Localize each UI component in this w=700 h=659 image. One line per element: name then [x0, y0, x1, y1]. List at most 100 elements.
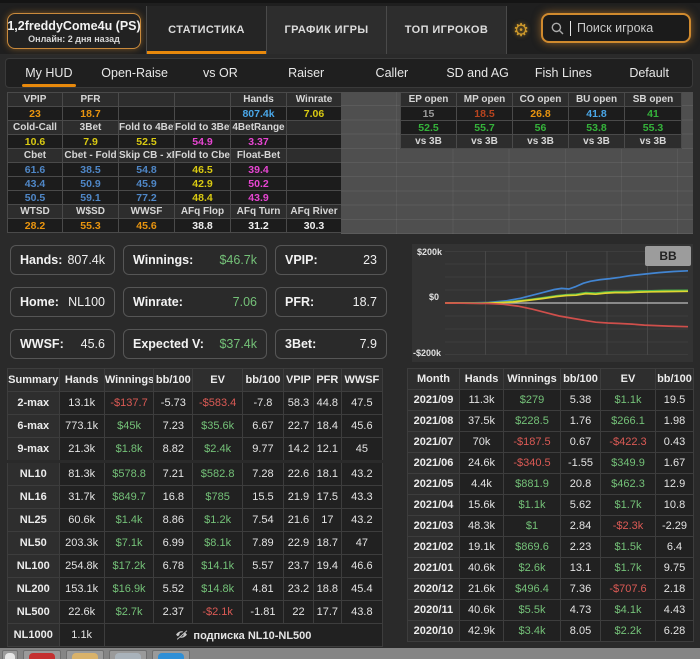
- cell: 23.2: [284, 578, 314, 601]
- header-cell: NL100: [8, 555, 60, 578]
- header-cell: VPIP: [284, 369, 314, 392]
- cell: $17.2k: [104, 555, 153, 578]
- y-axis-label-bottom: -$200k: [413, 348, 441, 358]
- cell: 7.23: [154, 415, 193, 438]
- cell: 2.23: [561, 537, 601, 558]
- header-cell: Fold to 4Bet: [119, 121, 175, 135]
- header-cell: 2021/01: [408, 558, 460, 579]
- cell: 23.7: [284, 555, 314, 578]
- cell: -$422.3: [601, 432, 656, 453]
- stat-card-home: Home:NL100: [10, 287, 115, 317]
- cell: 5.38: [561, 390, 601, 411]
- header-cell: bb/100: [242, 369, 283, 392]
- tab-график-игры[interactable]: ГРАФИК ИГРЫ: [267, 6, 387, 54]
- cell: 7.89: [242, 532, 283, 555]
- table-row: MonthHandsWinningsbb/100EVbb/100: [408, 369, 694, 390]
- cell: 18.7: [313, 532, 341, 555]
- cell: $1.8k: [104, 438, 153, 462]
- header-cell: 2021/07: [408, 432, 460, 453]
- header-cell: EV: [601, 369, 656, 390]
- header-cell: 3Bet: [63, 121, 119, 135]
- cell: 46.6: [341, 555, 382, 578]
- blue-app-icon: [158, 653, 184, 659]
- header-cell: WWSF: [119, 205, 175, 219]
- taskbar-button[interactable]: [66, 650, 104, 659]
- subtab-default[interactable]: Default: [606, 59, 692, 87]
- cell: $45k: [104, 415, 153, 438]
- table-row: 2021/0219.1k$869.62.23$1.5k6.4: [408, 537, 694, 558]
- cell: [287, 163, 342, 177]
- table-row: 28.255.345.638.831.230.3: [8, 219, 342, 233]
- cell: -1.81: [242, 601, 283, 624]
- player-name: 1,2freddyCome4u (PS): [7, 19, 140, 33]
- header-cell: 2020/10: [408, 621, 460, 642]
- cell: 6.78: [154, 555, 193, 578]
- cell: 17.7: [313, 601, 341, 624]
- subtab-my-hud[interactable]: My HUD: [6, 59, 92, 87]
- cell: 0.67: [561, 432, 601, 453]
- subtab-raiser[interactable]: Raiser: [263, 59, 349, 87]
- table-row: 2021/0624.6k-$340.5-1.55$349.91.67: [408, 453, 694, 474]
- table-row: 2021/0140.6k$2.6k13.1$1.7k9.75: [408, 558, 694, 579]
- cell: -$340.5: [504, 453, 561, 474]
- tab-статистика[interactable]: СТАТИСТИКА: [146, 6, 267, 54]
- cell: 8.82: [154, 438, 193, 462]
- cell: $279: [504, 390, 561, 411]
- cell: 59.1: [63, 191, 119, 205]
- y-axis-label-top: $200k: [417, 247, 442, 257]
- subtab-sd-and-ag[interactable]: SD and AG: [435, 59, 521, 87]
- header-cell: 2021/04: [408, 495, 460, 516]
- tab-топ-игроков[interactable]: ТОП ИГРОКОВ: [387, 6, 507, 54]
- header-cell: bb/100: [656, 369, 694, 390]
- cell: 5.62: [561, 495, 601, 516]
- cell: $849.7: [104, 486, 153, 509]
- cell: $1.1k: [601, 390, 656, 411]
- cell: 254.8k: [59, 555, 104, 578]
- taskbar-button[interactable]: [2, 650, 18, 659]
- cell: 153.1k: [59, 578, 104, 601]
- subtab-vs-or[interactable]: vs OR: [178, 59, 264, 87]
- header-cell: Hands: [460, 369, 504, 390]
- table-row: Cold-Call3BetFold to 4BetFold to 3Bet4Be…: [8, 121, 342, 135]
- cell: -2.29: [656, 516, 694, 537]
- cell: $578.8: [104, 462, 153, 486]
- header-cell: NL16: [8, 486, 60, 509]
- subtab-fish-lines[interactable]: Fish Lines: [521, 59, 607, 87]
- table-row: 50.559.177.248.443.9: [8, 191, 342, 205]
- cell: 45.4: [341, 578, 382, 601]
- header-cell: Fold to 3Bet: [175, 121, 231, 135]
- taskbar-button[interactable]: [152, 650, 190, 659]
- header-cell: 2020/12: [408, 579, 460, 600]
- cell: 37.5k: [460, 411, 504, 432]
- cell: 52.5: [401, 121, 457, 135]
- player-online-status: Онлайн: 2 дня назад: [28, 34, 120, 44]
- cell: 19.1k: [460, 537, 504, 558]
- cell: 15.5: [242, 486, 283, 509]
- cell: $1.4k: [104, 509, 153, 532]
- subtab-open-raise[interactable]: Open-Raise: [92, 59, 178, 87]
- player-info-box[interactable]: 1,2freddyCome4u (PS) Онлайн: 2 дня назад: [7, 13, 141, 49]
- cell: $1.1k: [504, 495, 561, 516]
- text-cursor: [570, 21, 571, 36]
- taskbar-button[interactable]: [109, 650, 147, 659]
- search-box[interactable]: [541, 13, 691, 43]
- taskbar-button[interactable]: [23, 650, 61, 659]
- settings-gear-icon[interactable]: ⚙: [513, 21, 529, 39]
- subtab-caller[interactable]: Caller: [349, 59, 435, 87]
- header-cell: Winrate: [287, 93, 342, 107]
- cell: 7.21: [154, 462, 193, 486]
- table-row: 6-max773.1k$45k7.23$35.6k6.6722.718.445.…: [8, 415, 383, 438]
- cell: 38.8: [175, 219, 231, 233]
- stat-card-vpip: VPIP:23: [275, 245, 387, 275]
- cell: 43.4: [8, 177, 63, 191]
- cell: 7.28: [242, 462, 283, 486]
- bb-toggle-button[interactable]: BB: [645, 246, 691, 266]
- search-input[interactable]: [577, 21, 681, 35]
- cell: 45: [341, 438, 382, 462]
- cell: 17: [313, 509, 341, 532]
- cell: 1.1k: [59, 624, 104, 647]
- table-row: 43.450.945.942.950.2: [8, 177, 342, 191]
- os-taskbar[interactable]: [0, 648, 700, 659]
- cell: 807.4k: [231, 107, 287, 121]
- cell: 47: [341, 532, 382, 555]
